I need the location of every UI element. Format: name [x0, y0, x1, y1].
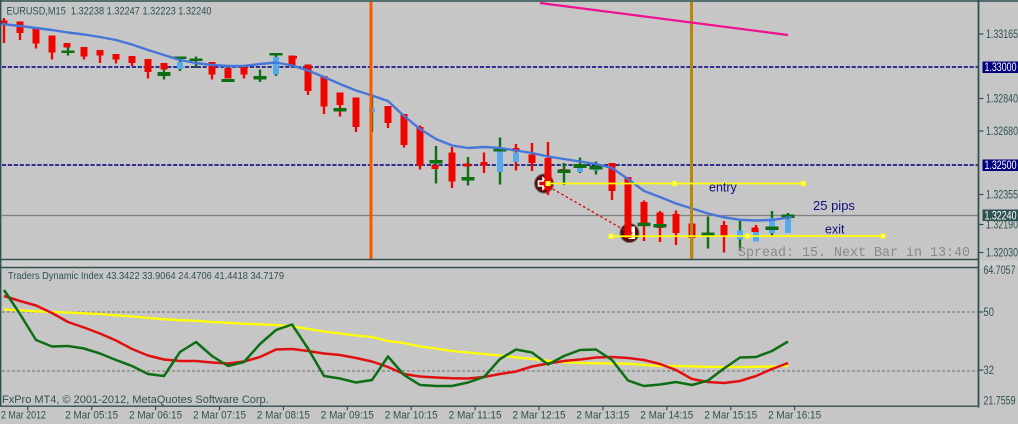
svg-text:1.32030: 1.32030 [986, 248, 1018, 260]
svg-text:Spread: 15. Next Bar in 13:40: Spread: 15. Next Bar in 13:40 [738, 245, 970, 261]
svg-text:2 Mar 14:15: 2 Mar 14:15 [640, 410, 693, 422]
svg-text:2 Mar 11:15: 2 Mar 11:15 [449, 410, 502, 422]
svg-text:1.32240: 1.32240 [985, 210, 1017, 222]
svg-text:1.33165: 1.33165 [986, 29, 1018, 41]
svg-text:2 Mar 13:15: 2 Mar 13:15 [576, 410, 629, 422]
svg-text:EURUSD,M15 1.32238 1.32247 1.: EURUSD,M15 1.32238 1.32247 1.32223 1.322… [7, 6, 212, 18]
svg-text:2 Mar 06:15: 2 Mar 06:15 [129, 410, 182, 422]
svg-text:1.32680: 1.32680 [986, 126, 1018, 138]
svg-text:1.32190: 1.32190 [986, 220, 1018, 232]
svg-text:2 Mar 10:15: 2 Mar 10:15 [385, 410, 438, 422]
svg-text:2 Mar 08:15: 2 Mar 08:15 [257, 410, 310, 422]
svg-text:2 Mar 16:15: 2 Mar 16:15 [768, 410, 821, 422]
svg-text:FxPro MT4, © 2001-2012, MetaQu: FxPro MT4, © 2001-2012, MetaQuotes Softw… [2, 394, 269, 406]
svg-text:Traders Dynamic Index 43.3422: Traders Dynamic Index 43.3422 33.9064 24… [8, 270, 284, 282]
svg-text:2 Mar 09:15: 2 Mar 09:15 [321, 410, 374, 422]
svg-text:21.7559: 21.7559 [984, 396, 1016, 408]
svg-text:2 Mar 2012: 2 Mar 2012 [1, 410, 46, 422]
svg-text:1.32840: 1.32840 [986, 94, 1018, 106]
svg-text:50: 50 [984, 307, 995, 319]
svg-text:2 Mar 12:15: 2 Mar 12:15 [513, 410, 566, 422]
svg-text:exit: exit [825, 223, 845, 237]
svg-text:32: 32 [984, 365, 995, 377]
svg-text:1.32500: 1.32500 [985, 160, 1017, 172]
svg-text:1.33000: 1.33000 [985, 62, 1017, 74]
svg-text:25 pips: 25 pips [813, 198, 855, 213]
svg-text:2 Mar 15:15: 2 Mar 15:15 [704, 410, 757, 422]
svg-text:entry: entry [709, 181, 738, 195]
svg-text:2 Mar 07:15: 2 Mar 07:15 [193, 410, 246, 422]
svg-text:64.7057: 64.7057 [984, 265, 1016, 277]
svg-text:1.32355: 1.32355 [986, 190, 1018, 202]
svg-text:2 Mar 05:15: 2 Mar 05:15 [65, 410, 118, 422]
